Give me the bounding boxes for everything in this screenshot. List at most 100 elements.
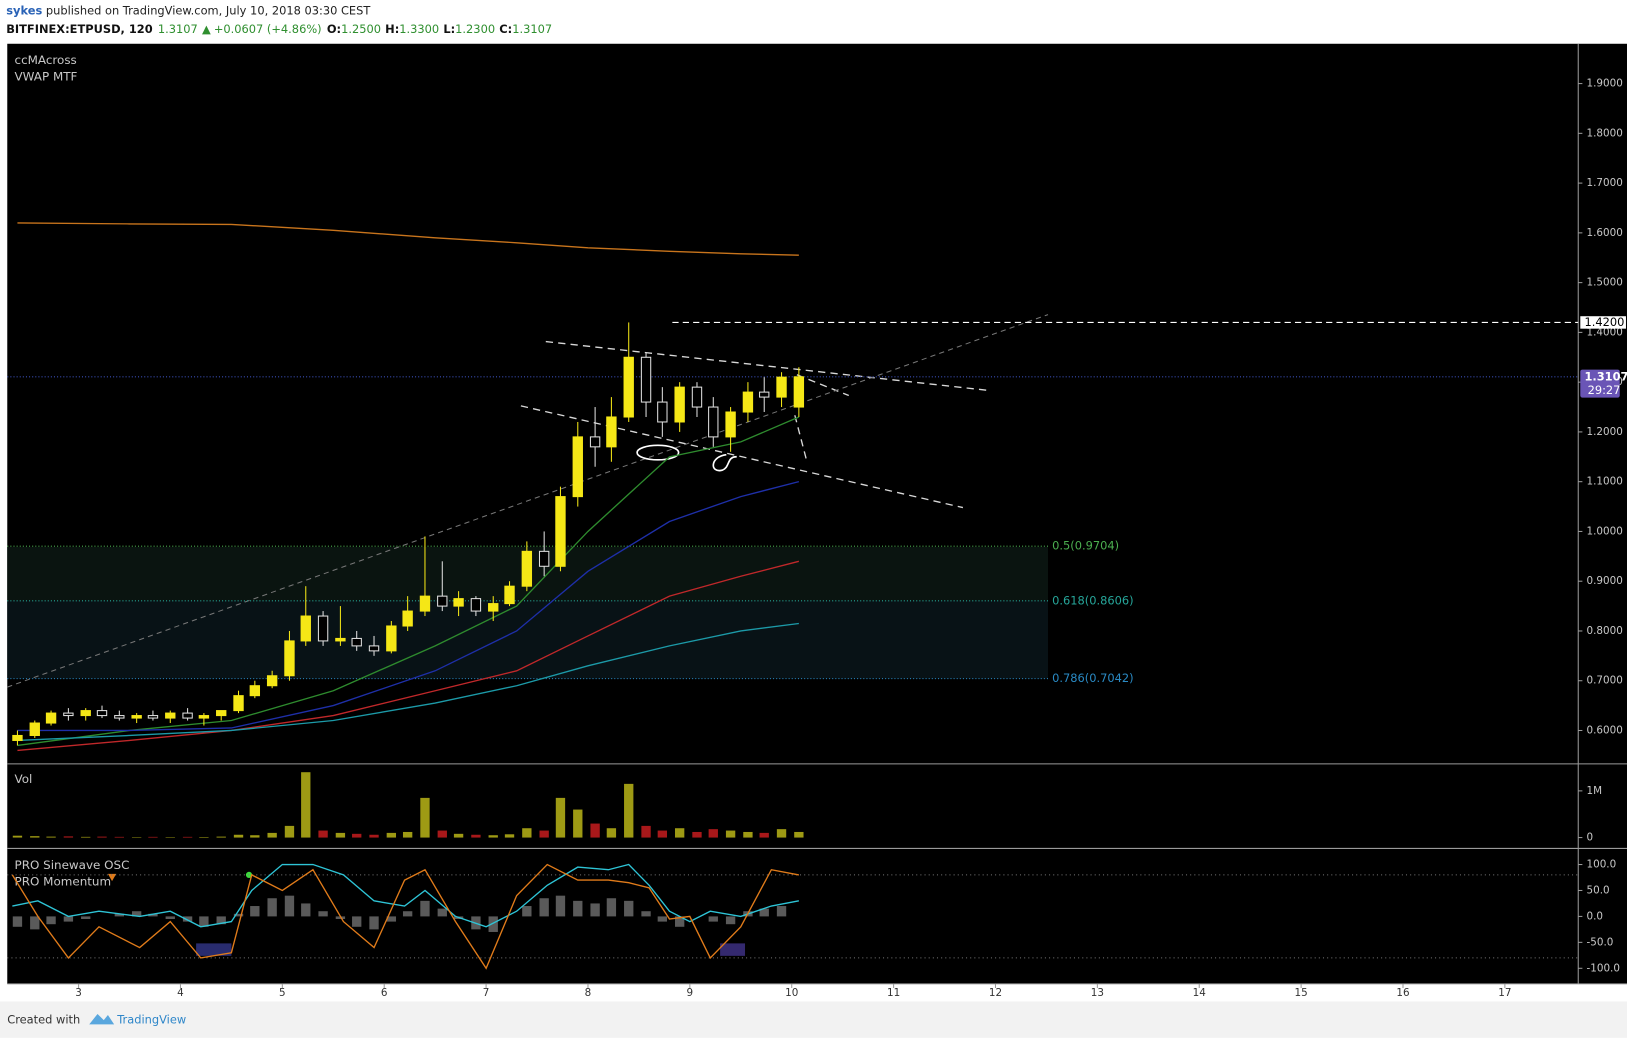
header-line: sykes published on TradingView.com, July… xyxy=(6,3,370,17)
fib-zone xyxy=(7,600,1049,679)
candle-body xyxy=(63,712,74,717)
moving-average xyxy=(17,416,800,747)
volume-bar xyxy=(590,823,600,838)
histogram-bar xyxy=(216,916,226,925)
x-tick-label: 6 xyxy=(381,987,388,999)
volume-bar xyxy=(284,825,295,838)
ohlc-label: C: xyxy=(499,22,512,36)
oscillator-line xyxy=(11,863,799,970)
indicator-label: PRO Sinewave OSC xyxy=(15,858,130,872)
candle-body xyxy=(351,637,362,647)
histogram-bar xyxy=(131,911,142,917)
ohlc-value: 1.3107 xyxy=(512,22,552,36)
candle-body xyxy=(589,436,601,448)
y-tick-label: 1.4000 xyxy=(1587,326,1623,338)
candle-body xyxy=(317,615,329,642)
candle-body xyxy=(419,595,431,612)
histogram-bar xyxy=(267,898,277,917)
y-tick-label: 0.6000 xyxy=(1587,724,1623,736)
moving-average xyxy=(17,480,800,732)
signal-box xyxy=(720,943,746,956)
candle-body xyxy=(29,722,40,736)
x-tick-label: 16 xyxy=(1396,987,1409,999)
histogram-bar xyxy=(199,916,209,927)
candle-body xyxy=(45,712,57,724)
histogram-bar xyxy=(759,908,769,917)
trend-line xyxy=(794,415,808,464)
histogram-bar xyxy=(30,916,40,930)
y-tick-label: 1.2000 xyxy=(1587,426,1623,438)
candle-body xyxy=(131,715,142,719)
footer-background xyxy=(0,1001,1627,1038)
trend-line xyxy=(7,314,1049,688)
y-tick-label: 1.8000 xyxy=(1587,127,1623,139)
moving-average xyxy=(17,560,800,752)
candle-body xyxy=(453,598,464,607)
y-tick-label: 1.1000 xyxy=(1587,476,1623,488)
y-tick-label: 0 xyxy=(1587,832,1594,844)
x-tick-label: 12 xyxy=(989,987,1002,999)
volume-bar xyxy=(216,836,226,838)
brand[interactable]: TradingView xyxy=(116,1013,186,1027)
fib-label: 0.786(0.7042) xyxy=(1052,671,1133,685)
candle-body xyxy=(165,712,176,719)
price-label-box xyxy=(1580,316,1626,329)
histogram-bar xyxy=(641,911,651,917)
moving-average xyxy=(17,622,799,742)
volume-bar xyxy=(369,834,379,838)
candle-body xyxy=(504,585,515,605)
x-tick-label: 7 xyxy=(483,987,490,999)
candle-body xyxy=(538,550,550,567)
signal-box xyxy=(196,943,232,956)
footer-text: Created with xyxy=(7,1013,80,1027)
candle-body xyxy=(96,710,108,717)
volume-bar xyxy=(182,836,193,838)
histogram-bar xyxy=(165,916,175,920)
histogram-bar xyxy=(369,916,379,930)
candle-body xyxy=(249,685,261,697)
volume-bar xyxy=(386,832,397,838)
volume-bar xyxy=(63,836,74,838)
candle-body xyxy=(488,603,499,612)
ohlc-label: L: xyxy=(443,22,455,36)
ohlc-value: 1.2500 xyxy=(341,22,381,36)
y-tick-label: 1M xyxy=(1587,785,1603,797)
candle-body xyxy=(521,550,533,587)
candle-body xyxy=(742,391,754,413)
x-tick-label: 8 xyxy=(585,987,592,999)
histogram-bar xyxy=(402,911,413,917)
header-line: BITFINEX:ETPUSD, 120 1.3107 ▲ +0.0607 (+4.8… xyxy=(6,22,552,36)
histogram-bar xyxy=(12,916,23,927)
volume-bar xyxy=(471,834,481,838)
histogram-bar xyxy=(233,913,244,917)
fib-label: 0.5(0.9704) xyxy=(1052,539,1119,553)
candle-body xyxy=(402,610,413,627)
y-tick-label: 0.8000 xyxy=(1587,625,1623,637)
histogram-bar xyxy=(555,895,566,917)
y-tick-label: 50.0 xyxy=(1587,884,1610,896)
x-tick-label: 15 xyxy=(1295,987,1308,999)
ohlc-label: O: xyxy=(327,22,341,36)
volume-bar xyxy=(420,797,430,838)
x-tick-label: 17 xyxy=(1498,987,1511,999)
candle-body xyxy=(80,710,91,717)
histogram-bar xyxy=(590,903,600,917)
indicator-label: Vol xyxy=(15,772,33,786)
y-tick-label: 0.0 xyxy=(1587,910,1603,922)
volume-bar xyxy=(573,809,583,838)
candle-body xyxy=(335,637,346,642)
histogram-bar xyxy=(63,916,74,922)
volume-bar xyxy=(12,835,23,838)
volume-bar xyxy=(318,830,328,838)
histogram-bar xyxy=(386,916,397,922)
candle-body xyxy=(657,401,668,423)
candle-body xyxy=(759,391,770,398)
last-price: 1.3107 xyxy=(158,22,198,36)
volume-bar xyxy=(250,835,260,838)
histogram-bar xyxy=(488,916,498,932)
drawings xyxy=(520,340,988,509)
candle-body xyxy=(640,356,652,403)
price-label-box xyxy=(1580,369,1620,398)
candle-body xyxy=(793,376,805,408)
